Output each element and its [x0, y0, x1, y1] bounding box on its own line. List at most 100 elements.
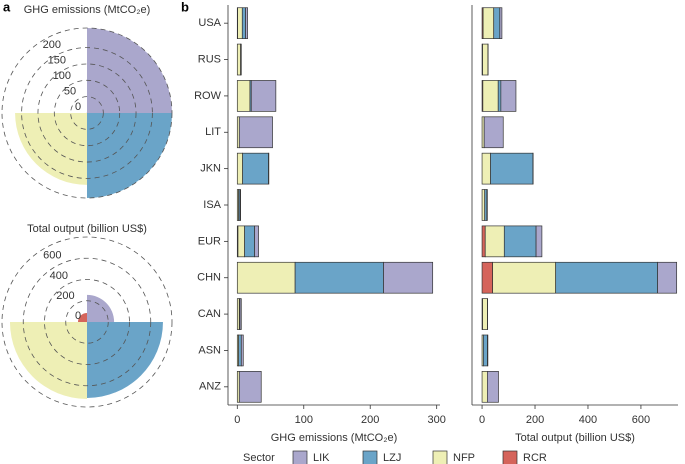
outer-ring	[1, 27, 173, 199]
bar-segment	[236, 261, 296, 294]
x-tick-label: 0	[479, 414, 485, 426]
y-tick-label: JKN	[200, 163, 221, 175]
legend-swatch	[362, 450, 378, 464]
legend-label: NFP	[453, 452, 475, 464]
y-tick-label: USA	[198, 17, 221, 29]
y-tick-label: EUR	[198, 235, 221, 247]
bar-segment	[238, 334, 242, 367]
y-tick-label: CHN	[197, 272, 221, 284]
legend-swatch	[432, 450, 448, 464]
r-tick-label: 150	[48, 55, 66, 67]
bar-segment	[483, 334, 488, 367]
grid-ring	[44, 279, 130, 365]
bar-segment	[481, 189, 486, 221]
bar-segment	[484, 225, 505, 258]
bar-segment	[657, 261, 678, 294]
x-tick-label: 200	[526, 414, 544, 426]
bar-segment	[238, 116, 273, 149]
grid-ring	[21, 47, 153, 179]
r-tick-label: 0	[75, 310, 81, 322]
sector-wedge	[87, 322, 163, 398]
bar-segment	[240, 43, 242, 76]
bar-segment	[244, 225, 255, 258]
r-tick-label: 0	[75, 101, 81, 113]
x-tick-label: 200	[361, 414, 379, 426]
bar-segment	[482, 43, 489, 76]
r-tick-label: 50	[64, 86, 76, 98]
bar-segment	[555, 261, 658, 294]
bar-segment	[481, 152, 491, 185]
panel-label: a	[3, 0, 11, 14]
bar-segment	[236, 43, 241, 76]
bar-segment	[294, 261, 384, 294]
bar-segment	[237, 7, 243, 39]
grid-ring	[53, 79, 121, 147]
sector-wedge	[87, 294, 115, 322]
bar-segment	[487, 371, 499, 403]
bar-segment	[497, 80, 502, 112]
sector-wedge	[87, 28, 172, 113]
sector-wedge	[77, 312, 87, 322]
y-tick-label: ANZ	[199, 381, 221, 393]
chart-title: Total output (billion US$)	[27, 223, 147, 235]
panel-label: b	[181, 0, 189, 14]
bar-segment	[535, 225, 543, 258]
bar-segment	[242, 152, 269, 185]
bar-segment	[238, 371, 262, 403]
bar-segment	[240, 334, 244, 367]
bar-segment	[239, 189, 241, 221]
bar-segment	[482, 7, 495, 39]
bar-segment	[241, 7, 246, 39]
bar-segment	[482, 80, 499, 112]
sector-wedge	[9, 322, 87, 400]
x-tick-label: 400	[579, 414, 597, 426]
y-tick-label: RUS	[198, 53, 221, 65]
r-tick-label: 200	[43, 39, 61, 51]
bar-segment	[236, 152, 243, 185]
bar-segment	[239, 298, 242, 330]
bar-segment	[481, 225, 486, 258]
grid-ring	[37, 63, 137, 163]
grid-ring	[22, 257, 152, 387]
sector-wedge	[15, 113, 88, 185]
legend-label: RCR	[523, 452, 547, 464]
outer-ring	[1, 236, 173, 408]
y-tick-label: ASN	[198, 344, 221, 356]
bar-segment	[492, 261, 557, 294]
bar-segment	[486, 189, 488, 221]
y-tick-label: ISA	[203, 199, 221, 211]
bar-segment	[500, 80, 517, 112]
x-tick-label: 100	[295, 414, 313, 426]
x-tick-label: 0	[234, 414, 240, 426]
chart-title: GHG emissions (MtCO₂e)	[24, 4, 151, 16]
bar-segment	[482, 298, 488, 330]
y-tick-label: CAN	[198, 308, 221, 320]
legend-label: LIK	[313, 452, 330, 464]
bar-segment	[254, 225, 259, 258]
bar-segment	[487, 334, 489, 367]
legend-swatch	[502, 450, 518, 464]
bar-segment	[499, 7, 503, 39]
x-axis-title: GHG emissions (MtCO₂e)	[271, 432, 398, 444]
bar-segment	[250, 80, 277, 112]
legend-swatch	[292, 450, 308, 464]
bar-segment	[481, 261, 494, 294]
bar-segment	[383, 261, 434, 294]
x-axis-title: Total output (billion US$)	[515, 432, 635, 444]
legend-title: Sector	[243, 452, 275, 464]
x-tick-label: 300	[427, 414, 445, 426]
grid-ring	[65, 300, 109, 344]
r-tick-label: 600	[43, 250, 61, 262]
r-tick-label: 200	[56, 290, 74, 302]
y-tick-label: LIT	[205, 126, 221, 138]
y-tick-label: ROW	[194, 90, 222, 102]
sector-wedge	[87, 113, 172, 198]
bar-segment	[237, 225, 245, 258]
bar-segment	[481, 371, 488, 403]
legend-label: LZJ	[383, 452, 401, 464]
bar-segment	[490, 152, 534, 185]
r-tick-label: 400	[50, 270, 68, 282]
bar-segment	[236, 80, 251, 112]
bar-segment	[483, 116, 504, 149]
